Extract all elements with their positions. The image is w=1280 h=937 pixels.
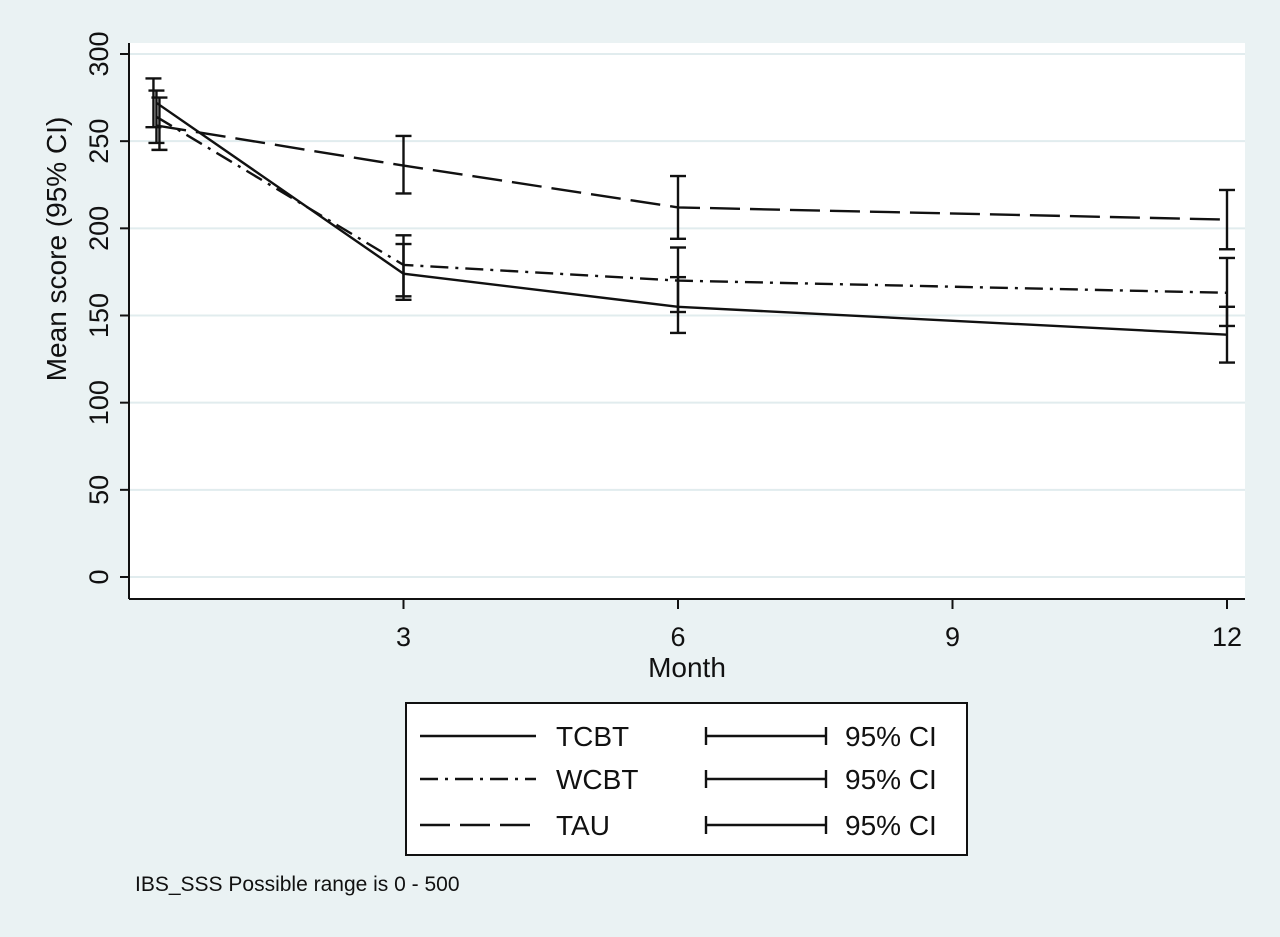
legend: TCBT 95% CI WCBT 95% CI TAU 95% CI xyxy=(405,702,968,856)
legend-label-wcbt: WCBT xyxy=(556,764,638,795)
y-tick-label-250: 250 xyxy=(84,119,114,164)
y-tick-label-0: 0 xyxy=(84,569,114,584)
x-tick-label-3: 3 xyxy=(396,622,411,652)
y-tick-label-300: 300 xyxy=(84,31,114,76)
confidence-intervals xyxy=(145,77,1235,364)
ci-bar-tau-1 xyxy=(395,134,412,195)
legend-label-tcbt: TCBT xyxy=(556,721,629,752)
legend-item-tcbt: TCBT 95% CI xyxy=(420,721,937,752)
y-tick-label-50: 50 xyxy=(84,475,114,505)
series-line-wcbt xyxy=(155,115,1228,294)
legend-ci-swatch-wcbt xyxy=(704,770,828,788)
legend-item-tau: TAU 95% CI xyxy=(420,810,937,841)
x-axis-label: Month xyxy=(648,652,726,683)
legend-item-wcbt: WCBT 95% CI xyxy=(420,764,937,795)
legend-ci-label-tcbt: 95% CI xyxy=(845,721,937,752)
axes xyxy=(120,43,1245,609)
gridlines xyxy=(129,53,1245,578)
y-axis-label: Mean score (95% CI) xyxy=(41,117,72,382)
legend-ci-swatch-tau xyxy=(704,816,828,834)
chart-note: IBS_SSS Possible range is 0 - 500 xyxy=(135,873,460,896)
y-tick-label-150: 150 xyxy=(84,293,114,338)
legend-ci-label-tau: 95% CI xyxy=(845,810,937,841)
y-tick-label-200: 200 xyxy=(84,206,114,251)
ci-bar-wcbt-3 xyxy=(1219,256,1235,328)
series-lines xyxy=(155,101,1228,336)
x-tick-label-9: 9 xyxy=(945,622,960,652)
x-tick-label-12: 12 xyxy=(1212,622,1242,652)
ci-bar-tau-2 xyxy=(670,174,686,240)
series-line-tau xyxy=(156,124,1228,221)
tick-labels: 0 50 100 150 200 250 300 3 6 9 12 xyxy=(84,31,1242,652)
ci-bar-wcbt-2 xyxy=(670,246,686,314)
legend-ci-swatch-tcbt xyxy=(704,727,828,745)
plot-area xyxy=(129,43,1245,599)
ci-bar-tau-0 xyxy=(151,96,168,152)
series-line-tcbt xyxy=(155,101,1228,336)
x-tick-label-6: 6 xyxy=(670,622,685,652)
legend-label-tau: TAU xyxy=(556,810,610,841)
ci-bar-wcbt-0 xyxy=(148,89,165,145)
ci-bar-tau-3 xyxy=(1219,188,1235,251)
ci-bar-wcbt-1 xyxy=(395,234,412,298)
y-tick-label-100: 100 xyxy=(84,380,114,425)
legend-ci-label-wcbt: 95% CI xyxy=(845,764,937,795)
